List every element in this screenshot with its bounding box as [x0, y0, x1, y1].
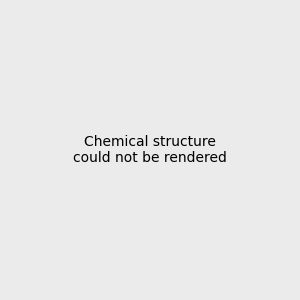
Text: Chemical structure
could not be rendered: Chemical structure could not be rendered	[73, 135, 227, 165]
